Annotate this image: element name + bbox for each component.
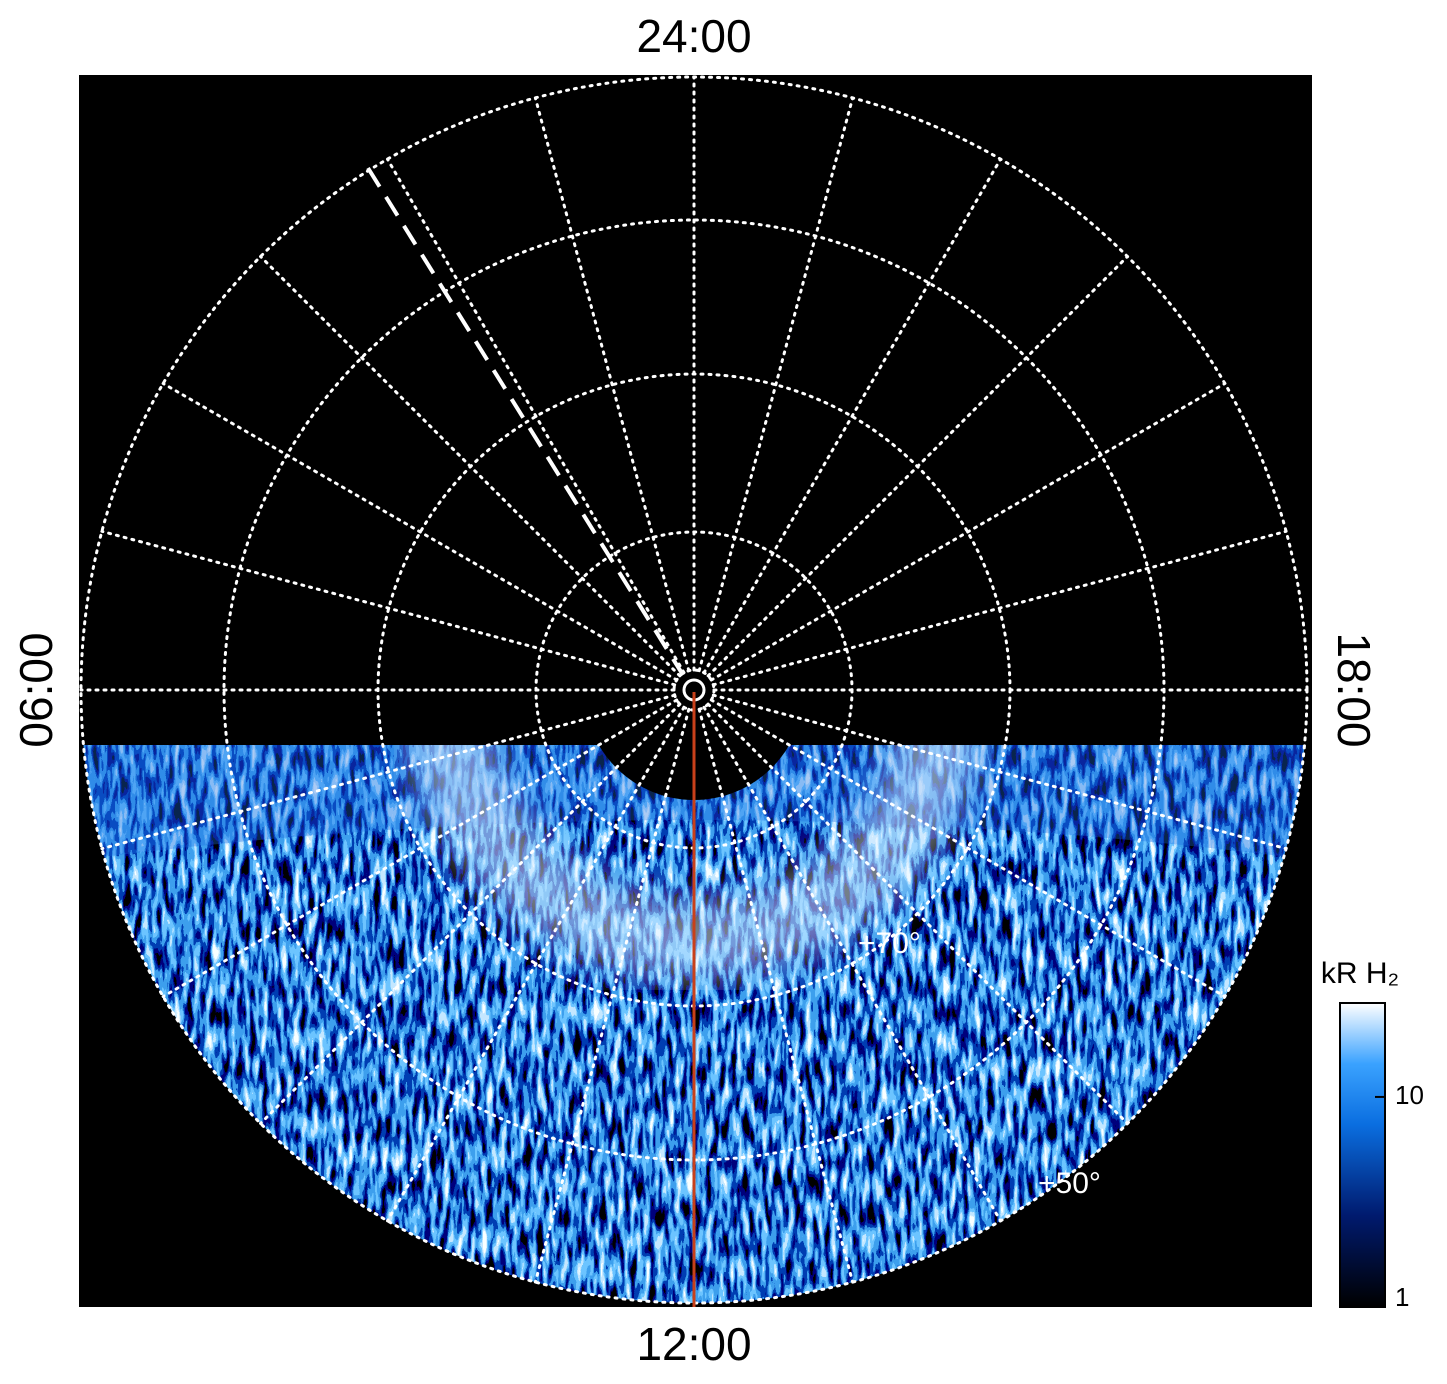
meridian [386, 705, 686, 1223]
meridian [711, 529, 1288, 687]
meridian [709, 698, 1227, 998]
latitude-label: +70° [858, 927, 921, 960]
meridian [161, 382, 679, 682]
meridian [697, 96, 855, 673]
colorbar-tick-label: 10 [1395, 1080, 1424, 1110]
time-label: 24:00 [636, 10, 751, 62]
colorbar-title: kR H₂ [1321, 957, 1399, 990]
meridian [702, 705, 1002, 1223]
meridian [386, 157, 686, 675]
meridian [259, 255, 682, 678]
latitude-label: +50° [1038, 1167, 1101, 1200]
colorbar [1339, 1002, 1386, 1308]
meridian [697, 707, 855, 1284]
meridian [533, 96, 691, 673]
time-label: 06:00 [10, 632, 62, 747]
meridian [100, 693, 677, 851]
meridian [706, 702, 1129, 1125]
meridian [711, 693, 1288, 851]
meridian [709, 382, 1227, 682]
time-label: 12:00 [636, 1318, 751, 1370]
meridian [533, 707, 691, 1284]
colorbar-tick-label: 1 [1395, 1282, 1409, 1312]
meridian [702, 157, 1002, 675]
dashed-line [366, 166, 685, 677]
meridian [259, 702, 682, 1125]
meridian [100, 529, 677, 687]
colorbar-ticks: 1 10 [1375, 1080, 1424, 1312]
meridian [161, 698, 679, 998]
meridian [706, 255, 1129, 678]
time-label: 18:00 [1328, 632, 1380, 747]
